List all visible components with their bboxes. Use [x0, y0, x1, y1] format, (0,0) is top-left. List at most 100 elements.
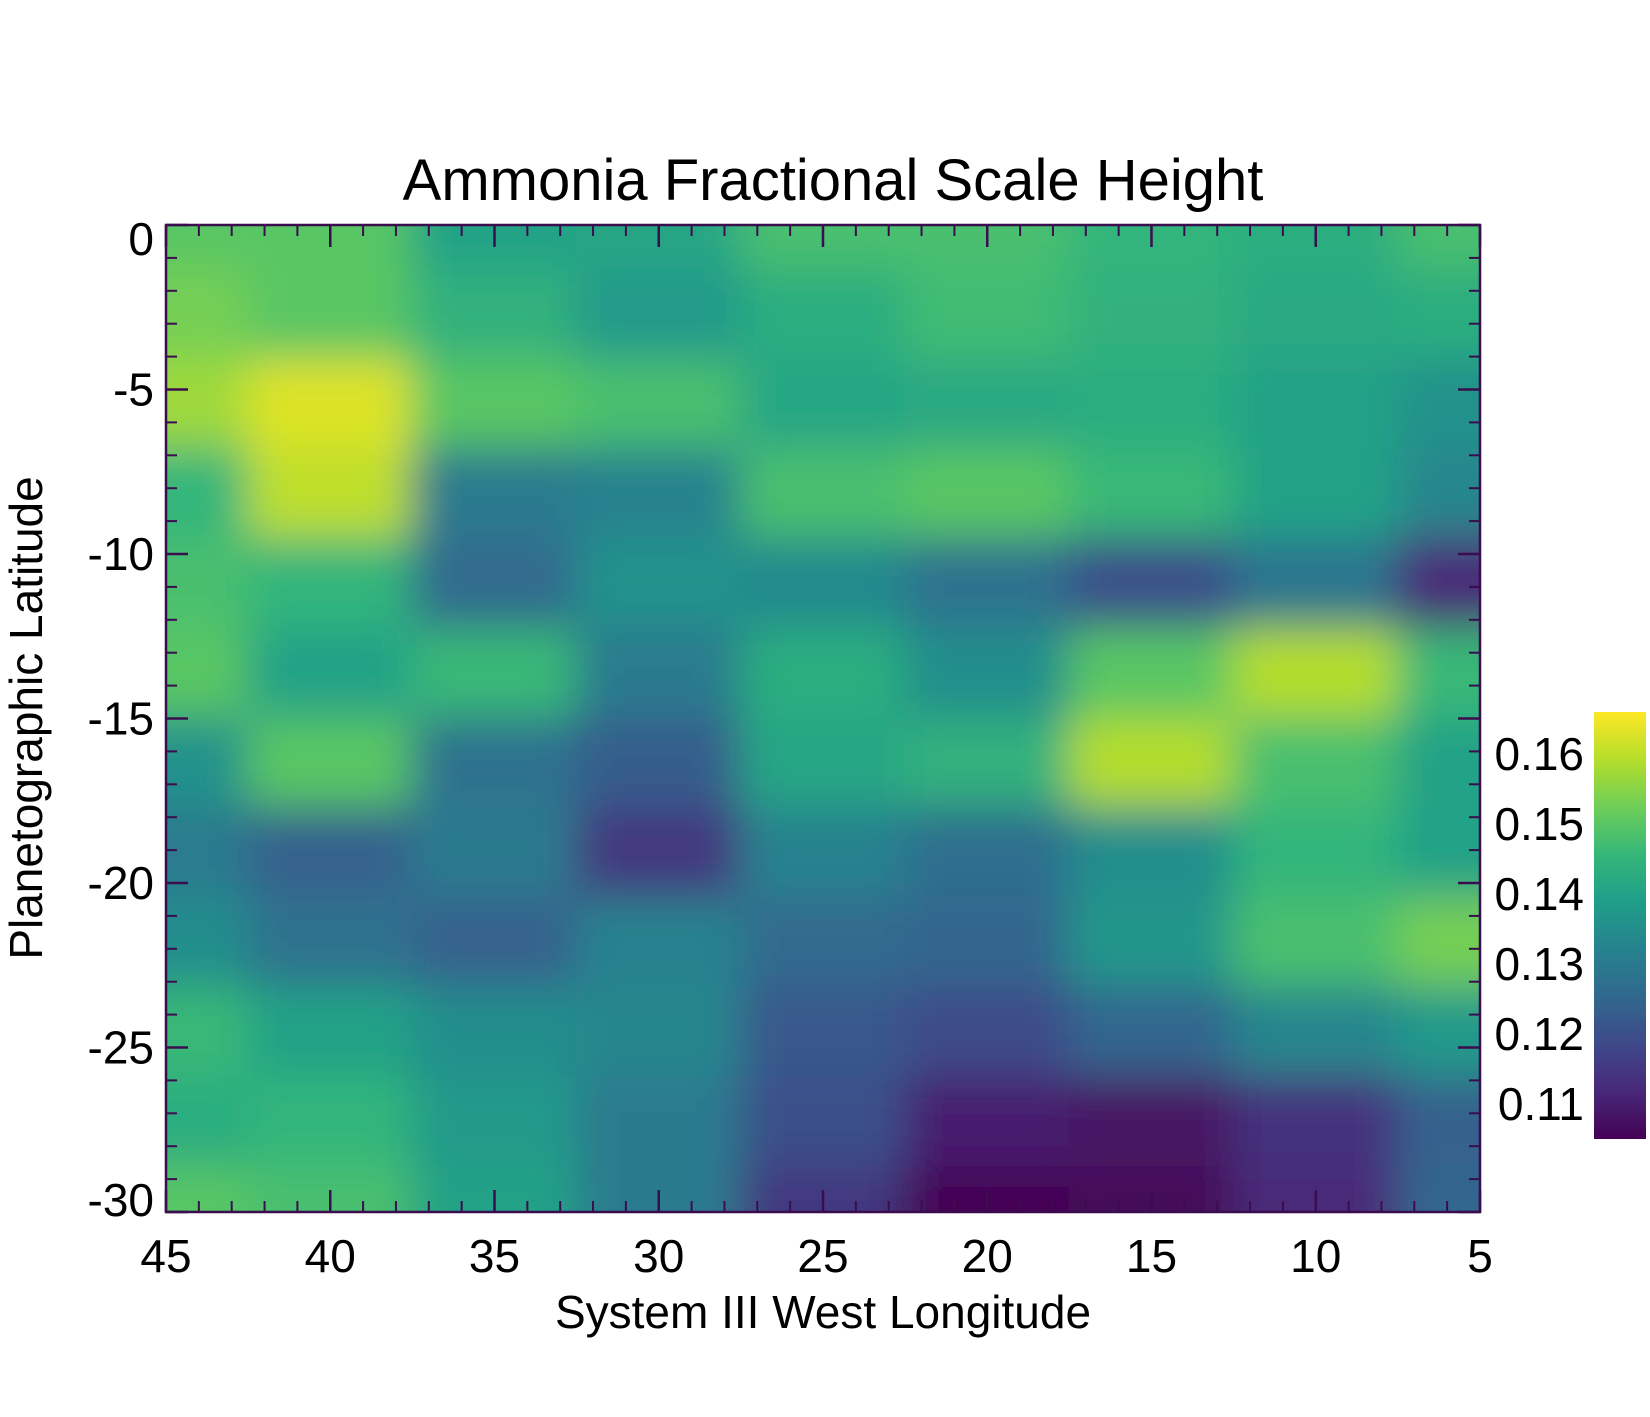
colorbar: 0.16 0.15 0.14 0.13 0.12 0.11 — [1494, 712, 1646, 1139]
heatmap-cell — [904, 717, 1071, 810]
heatmap-cell — [166, 268, 250, 361]
heatmap-cell — [1232, 1076, 1399, 1169]
heatmap-cell — [247, 538, 414, 630]
heatmap-cell — [247, 268, 414, 361]
x-axis-label: System III West Longitude — [555, 1286, 1091, 1338]
heatmap-cell — [575, 896, 742, 989]
x-tick-label: 30 — [633, 1230, 684, 1282]
heatmap-cell — [247, 358, 414, 451]
heatmap-cell — [575, 807, 742, 899]
x-tick-label: 15 — [1126, 1230, 1177, 1282]
heatmap-cell — [904, 627, 1071, 720]
heatmap-cell — [247, 448, 414, 541]
heatmap-cell — [247, 1076, 414, 1169]
heatmap-cell — [1232, 896, 1399, 989]
x-tick-label: 20 — [962, 1230, 1013, 1282]
y-tick-label: -25 — [88, 1022, 154, 1074]
x-axis: 45 40 35 30 25 20 15 10 5 — [140, 225, 1493, 1282]
heatmap-cell — [247, 627, 414, 720]
heatmap-cell — [411, 807, 578, 899]
heatmap-cell — [739, 448, 907, 541]
heatmap-cell — [1396, 268, 1480, 361]
heatmap-cell — [1396, 1166, 1480, 1212]
heatmap-cell — [1068, 627, 1235, 720]
heatmap-cell — [1068, 538, 1235, 630]
x-tick-label: 45 — [140, 1230, 191, 1282]
heatmap-cell — [247, 807, 414, 899]
heatmap-cell — [411, 1076, 578, 1169]
colorbar-gradient — [1594, 712, 1646, 1139]
heatmap-cell — [1232, 538, 1399, 630]
heatmap-cell — [411, 717, 578, 810]
heatmap-cell — [411, 896, 578, 989]
heatmap-cell — [166, 225, 250, 271]
x-tick-label: 10 — [1290, 1230, 1341, 1282]
heatmap-cell — [1396, 896, 1480, 989]
heatmap-cell — [1232, 986, 1399, 1079]
heatmap-cell — [1396, 986, 1480, 1079]
y-axis-label: Planetographic Latitude — [0, 476, 52, 959]
heatmap-cell — [1068, 358, 1235, 451]
y-tick-label: -10 — [88, 528, 154, 580]
heatmap-cell — [1232, 268, 1399, 361]
heatmap-cell — [1396, 448, 1480, 541]
colorbar-tick-label: 0.16 — [1494, 728, 1584, 780]
y-axis: 0 -5 -10 -15 -20 -25 -30 — [88, 213, 1480, 1226]
heatmap-cell — [1068, 986, 1235, 1079]
heatmap-cell — [411, 268, 578, 361]
x-tick-label: 5 — [1467, 1230, 1493, 1282]
x-tick-label: 25 — [797, 1230, 848, 1282]
heatmap-cell — [739, 627, 907, 720]
heatmap-cell — [739, 896, 907, 989]
heatmap-cell — [411, 538, 578, 630]
colorbar-tick-label: 0.14 — [1494, 868, 1584, 920]
heatmap-cell — [411, 448, 578, 541]
heatmap-cells — [166, 225, 1480, 1212]
y-tick-label: -30 — [88, 1174, 154, 1226]
heatmap-cell — [1068, 807, 1235, 899]
heatmap-cell — [166, 627, 250, 720]
heatmap-cell — [739, 717, 907, 810]
x-tick-label: 35 — [469, 1230, 520, 1282]
x-tick-label: 40 — [305, 1230, 356, 1282]
heatmap-cell — [1396, 627, 1480, 720]
heatmap-cell — [1232, 358, 1399, 451]
heatmap-cell — [247, 896, 414, 989]
heatmap-cell — [1232, 627, 1399, 720]
heatmap-cell — [1232, 807, 1399, 899]
heatmap-cell — [1068, 268, 1235, 361]
heatmap-cell — [739, 1076, 907, 1169]
heatmap-cell — [247, 717, 414, 810]
y-tick-label: -20 — [88, 857, 154, 909]
heatmap-cell — [166, 358, 250, 451]
colorbar-tick-label: 0.12 — [1494, 1008, 1584, 1060]
heatmap-cell — [904, 268, 1071, 361]
heatmap-cell — [575, 1076, 742, 1169]
y-tick-label: -15 — [88, 693, 154, 745]
heatmap-cell — [166, 1076, 250, 1169]
heatmap-cell — [575, 986, 742, 1079]
heatmap-cell — [1396, 717, 1480, 810]
heatmap-cell — [575, 448, 742, 541]
heatmap-cell — [904, 1076, 1071, 1169]
y-tick-label: 0 — [128, 213, 154, 265]
heatmap-cell — [1396, 358, 1480, 451]
heatmap-cell — [1068, 896, 1235, 989]
heatmap-cell — [739, 986, 907, 1079]
heatmap-cell — [166, 1166, 250, 1212]
heatmap-cell — [904, 807, 1071, 899]
heatmap-cell — [1396, 225, 1480, 271]
heatmap-cell — [904, 896, 1071, 989]
heatmap-cell — [411, 358, 578, 451]
heatmap-cell — [1068, 448, 1235, 541]
heatmap-cell — [1232, 717, 1399, 810]
heatmap-cell — [739, 807, 907, 899]
heatmap-cell — [1396, 1076, 1480, 1169]
heatmap-plot-area — [166, 225, 1480, 1212]
heatmap-cell — [166, 986, 250, 1079]
heatmap-cell — [411, 986, 578, 1079]
heatmap-cell — [904, 448, 1071, 541]
heatmap-cell — [1232, 448, 1399, 541]
heatmap-cell — [739, 358, 907, 451]
